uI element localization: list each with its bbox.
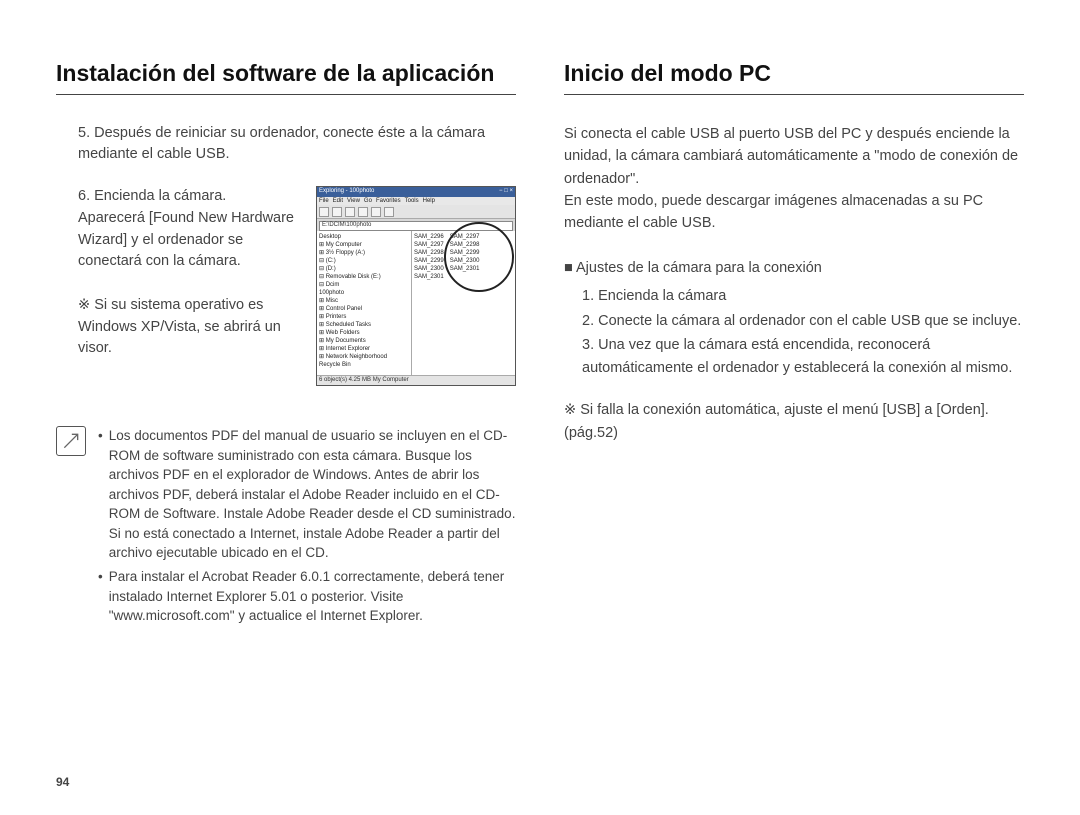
toolbar-button xyxy=(319,207,329,217)
toolbar-button xyxy=(358,207,368,217)
page-number: 94 xyxy=(56,775,69,789)
tree-item: 100photo xyxy=(319,289,409,297)
menu-item: File xyxy=(319,198,329,204)
settings-heading-text: Ajustes de la cámara para la conexión xyxy=(576,260,822,276)
window-controls-icon: − □ × xyxy=(499,188,513,196)
para2-text: En este modo, puede descargar imágenes a… xyxy=(564,193,983,231)
toolbar-button xyxy=(345,207,355,217)
note-list: • Los documentos PDF del manual de usuar… xyxy=(98,426,516,630)
file-item: SAM_2297 xyxy=(450,233,480,241)
settings-heading: ■ Ajustes de la cámara para la conexión xyxy=(564,257,1024,279)
tree-item: ⊟ (C:) xyxy=(319,257,409,265)
file-item: SAM_2299 xyxy=(450,249,480,257)
toolbar-button xyxy=(384,207,394,217)
tree-item: ⊞ My Computer xyxy=(319,241,409,249)
explorer-body: Desktop ⊞ My Computer ⊞ 3½ Floppy (A:) ⊟… xyxy=(317,231,515,375)
footnote-asterisk-icon: ※ xyxy=(564,402,576,418)
explorer-menu: File Edit View Go Favorites Tools Help xyxy=(317,197,515,205)
footnote-text: Si falla la conexión automática, ajuste … xyxy=(564,402,989,440)
tree-item: ⊞ Misc xyxy=(319,297,409,305)
tree-item: ⊞ Scheduled Tasks xyxy=(319,321,409,329)
step-6a: 6. Encienda la cámara. xyxy=(78,188,226,204)
menu-item: Go xyxy=(364,198,372,204)
note-text-1: Los documentos PDF del manual de usuario… xyxy=(109,426,516,563)
note-bullet: • Los documentos PDF del manual de usuar… xyxy=(98,426,516,563)
tree-item: ⊞ Network Neighborhood xyxy=(319,353,409,361)
file-item: SAM_2296 xyxy=(414,233,444,241)
left-title: Instalación del software de la aplicació… xyxy=(56,60,516,95)
menu-item: Edit xyxy=(333,198,343,204)
file-item: SAM_2298 xyxy=(414,249,444,257)
para1-text: Si conecta el cable USB al puerto USB de… xyxy=(564,126,1018,187)
file-item: SAM_2300 xyxy=(450,257,480,265)
tree-item: ⊞ Internet Explorer xyxy=(319,345,409,353)
file-item: SAM_2300 xyxy=(414,265,444,273)
toolbar-button xyxy=(371,207,381,217)
square-bullet-icon: ■ xyxy=(564,260,573,276)
tree-item: Recycle Bin xyxy=(319,361,409,369)
tree-item: ⊞ 3½ Floppy (A:) xyxy=(319,249,409,257)
explorer-tree: Desktop ⊞ My Computer ⊞ 3½ Floppy (A:) ⊟… xyxy=(317,231,412,375)
right-footnote: ※ Si falla la conexión automática, ajust… xyxy=(564,399,1024,444)
tree-item: ⊟ Removable Disk (E:) xyxy=(319,273,409,281)
tree-item: ⊟ (D:) xyxy=(319,265,409,273)
explorer-title-text: Exploring - 100photo xyxy=(319,188,374,196)
left-column: Instalación del software de la aplicació… xyxy=(56,60,516,630)
bullet-icon: • xyxy=(98,567,103,626)
menu-item: Favorites xyxy=(376,198,401,204)
explorer-file-pane: SAM_2296 SAM_2297 SAM_2298 SAM_2299 SAM_… xyxy=(412,231,515,375)
tree-item: ⊞ Web Folders xyxy=(319,329,409,337)
file-item: SAM_2301 xyxy=(414,273,444,281)
info-note-box: • Los documentos PDF del manual de usuar… xyxy=(56,426,516,630)
menu-item: Tools xyxy=(405,198,419,204)
explorer-screenshot: Exploring - 100photo − □ × File Edit Vie… xyxy=(316,186,516,386)
note-text-2: Para instalar el Acrobat Reader 6.0.1 co… xyxy=(109,567,516,626)
note-icon xyxy=(56,426,86,456)
step-6b: Aparecerá [Found New Hardware Wizard] y … xyxy=(78,210,294,270)
file-item: SAM_2301 xyxy=(450,265,480,273)
explorer-toolbar xyxy=(317,205,515,219)
note-asterisk-icon: ※ xyxy=(78,297,90,313)
settings-step: 2. Conecte la cámara al ordenador con el… xyxy=(582,310,1024,332)
explorer-titlebar: Exploring - 100photo − □ × xyxy=(317,187,515,197)
tree-item: Desktop xyxy=(319,233,409,241)
explorer-status: 6 object(s) 4.25 MB My Computer xyxy=(317,375,515,385)
note-bullet: • Para instalar el Acrobat Reader 6.0.1 … xyxy=(98,567,516,626)
explorer-window: Exploring - 100photo − □ × File Edit Vie… xyxy=(316,186,516,386)
step-5: 5. Después de reiniciar su ordenador, co… xyxy=(56,123,516,167)
settings-step: 1. Encienda la cámara xyxy=(582,285,1024,307)
bullet-icon: • xyxy=(98,426,103,563)
settings-step: 3. Una vez que la cámara está encendida,… xyxy=(582,334,1024,379)
right-column: Inicio del modo PC Si conecta el cable U… xyxy=(564,60,1024,630)
tree-item: ⊞ My Documents xyxy=(319,337,409,345)
os-note: Si su sistema operativo es Windows XP/Vi… xyxy=(78,297,281,357)
right-para-1: Si conecta el cable USB al puerto USB de… xyxy=(564,123,1024,235)
file-item: SAM_2298 xyxy=(450,241,480,249)
right-title: Inicio del modo PC xyxy=(564,60,1024,95)
tree-item: ⊞ Printers xyxy=(319,313,409,321)
step-6-row: 6. Encienda la cámara. Aparecerá [Found … xyxy=(56,186,516,386)
file-item: SAM_2299 xyxy=(414,257,444,265)
explorer-address: E:\DCIM\100photo xyxy=(319,221,513,231)
menu-item: View xyxy=(347,198,360,204)
menu-item: Help xyxy=(423,198,435,204)
tree-item: ⊞ Control Panel xyxy=(319,305,409,313)
step-6-text: 6. Encienda la cámara. Aparecerá [Found … xyxy=(56,186,296,360)
page-root: Instalación del software de la aplicació… xyxy=(56,60,1024,630)
file-item: SAM_2297 xyxy=(414,241,444,249)
toolbar-button xyxy=(332,207,342,217)
tree-item: ⊟ Dcim xyxy=(319,281,409,289)
settings-steps: 1. Encienda la cámara 2. Conecte la cáma… xyxy=(564,285,1024,379)
